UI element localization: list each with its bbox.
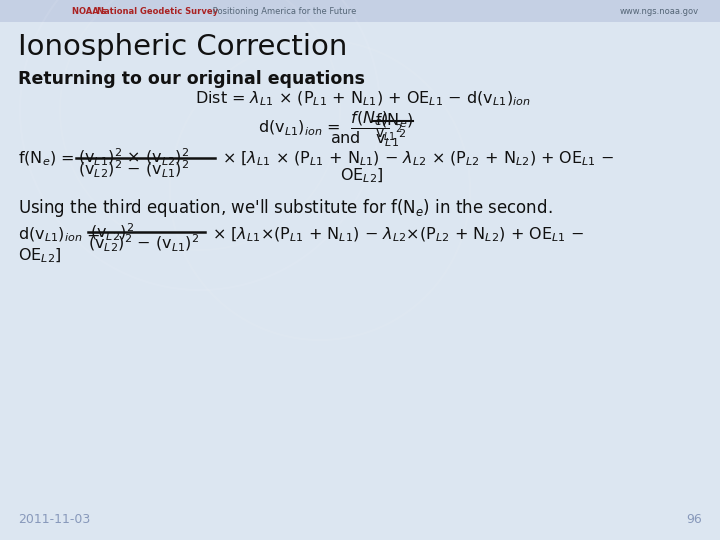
Text: (v$_{L2}$)$^2$: (v$_{L2}$)$^2$	[90, 222, 134, 243]
Text: and   v$_{L1}$$^2$: and v$_{L1}$$^2$	[330, 128, 407, 150]
Text: Positioning America for the Future: Positioning America for the Future	[210, 6, 356, 16]
Text: 2011-11-03: 2011-11-03	[18, 513, 90, 526]
Text: (v$_{L2}$)$^2$ $-$ (v$_{L1}$)$^2$: (v$_{L2}$)$^2$ $-$ (v$_{L1}$)$^2$	[88, 233, 199, 254]
Text: v$_{L1}$$^2$: v$_{L1}$$^2$	[375, 122, 402, 143]
Text: f(N$_e$): f(N$_e$)	[375, 112, 413, 130]
Text: d(v$_{L1}$)$_{ion}$ =: d(v$_{L1}$)$_{ion}$ =	[18, 226, 101, 245]
Text: Returning to our original equations: Returning to our original equations	[18, 70, 365, 88]
Text: f(N$_e$) =: f(N$_e$) =	[18, 150, 74, 168]
Text: (v$_{L2}$)$^2$ $-$ (v$_{L1}$)$^2$: (v$_{L2}$)$^2$ $-$ (v$_{L1}$)$^2$	[78, 159, 189, 180]
Text: d(v$_{L1}$)$_{ion}$ =  $\dfrac{f(N_e)}{\ }$: d(v$_{L1}$)$_{ion}$ = $\dfrac{f(N_e)}{\ …	[258, 110, 390, 138]
Text: Dist = $\lambda_{L1}$ × (P$_{L1}$ + N$_{L1}$) + OE$_{L1}$ $-$ d(v$_{L1}$)$_{ion}: Dist = $\lambda_{L1}$ × (P$_{L1}$ + N$_{…	[195, 90, 531, 109]
Text: × [$\lambda_{L1}$×(P$_{L1}$ + N$_{L1}$) $-$ $\lambda_{L2}$×(P$_{L2}$ + N$_{L2}$): × [$\lambda_{L1}$×(P$_{L1}$ + N$_{L1}$) …	[212, 226, 584, 245]
Bar	[0, 0, 720, 22]
Text: 96: 96	[686, 513, 702, 526]
Text: (v$_{L1}$)$^2$ × (v$_{L2}$)$^2$: (v$_{L1}$)$^2$ × (v$_{L2}$)$^2$	[78, 147, 189, 168]
Text: www.ngs.noaa.gov: www.ngs.noaa.gov	[620, 6, 699, 16]
Text: Ionospheric Correction: Ionospheric Correction	[18, 33, 347, 61]
Text: National Geodetic Survey: National Geodetic Survey	[97, 6, 218, 16]
Text: Using the third equation, we'll substitute for f(N$_e$) in the second.: Using the third equation, we'll substitu…	[18, 197, 552, 219]
Text: NOAA's: NOAA's	[72, 6, 109, 16]
Text: × [$\lambda_{L1}$ × (P$_{L1}$ + N$_{L1}$) $-$ $\lambda_{L2}$ × (P$_{L2}$ + N$_{L: × [$\lambda_{L1}$ × (P$_{L1}$ + N$_{L1}$…	[222, 150, 614, 168]
Text: OE$_{L2}$]: OE$_{L2}$]	[340, 167, 384, 185]
Text: OE$_{L2}$]: OE$_{L2}$]	[18, 247, 62, 265]
